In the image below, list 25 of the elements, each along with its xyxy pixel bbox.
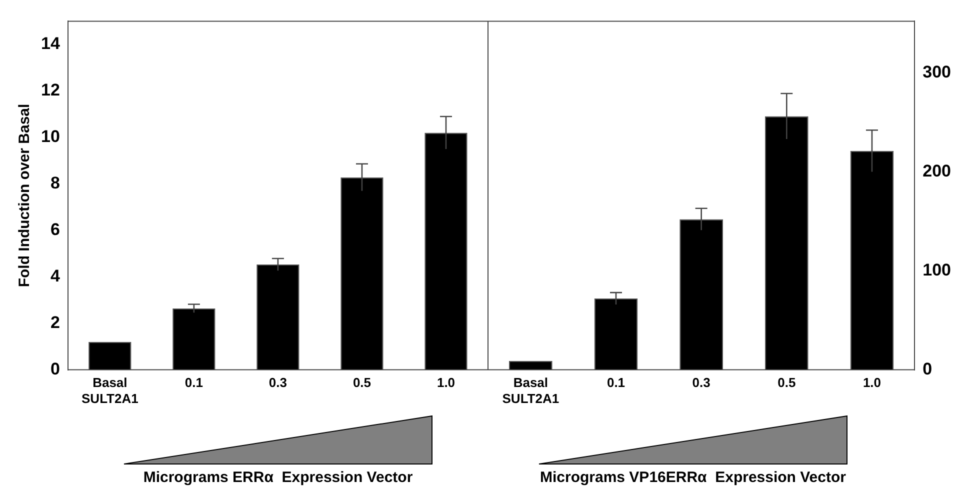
x-tick-label: 0.5	[778, 375, 796, 390]
y-tick-label: 12	[40, 80, 60, 100]
x-tick-label: 0.5	[352, 375, 372, 390]
x-tick-label: 1.0	[862, 375, 882, 390]
x-axis-title: Micrograms ERRα Expression Vector	[143, 469, 413, 486]
y-axis-title: Fold Induction over Basal	[16, 104, 34, 288]
y-tick-label: 14	[40, 34, 60, 54]
x-tick-label: Basal SULT2A1	[82, 375, 138, 406]
x-tick-label: Basal SULT2A1	[502, 375, 560, 406]
y-tick-label: 6	[50, 220, 60, 240]
x-tick-label: 0.3	[692, 375, 710, 390]
y2-tick-label: 200	[922, 161, 952, 180]
y2-tick-label: 0	[922, 359, 932, 378]
x-tick-label: 0.1	[606, 375, 626, 390]
y-tick-label: 0	[50, 359, 60, 378]
y-tick-label: 8	[50, 174, 60, 193]
y2-tick-label: 100	[922, 260, 952, 280]
x-axis-title: Micrograms VP16ERRα Expression Vector	[540, 469, 846, 486]
x-tick-label: 0.1	[184, 375, 203, 390]
y-tick-label: 10	[40, 127, 60, 146]
y-tick-label: 2	[50, 313, 60, 332]
y-tick-label: 4	[50, 266, 60, 286]
x-tick-label: 0.3	[268, 375, 287, 390]
x-tick-label: 1.0	[436, 375, 456, 390]
y2-tick-label: 300	[922, 62, 952, 82]
